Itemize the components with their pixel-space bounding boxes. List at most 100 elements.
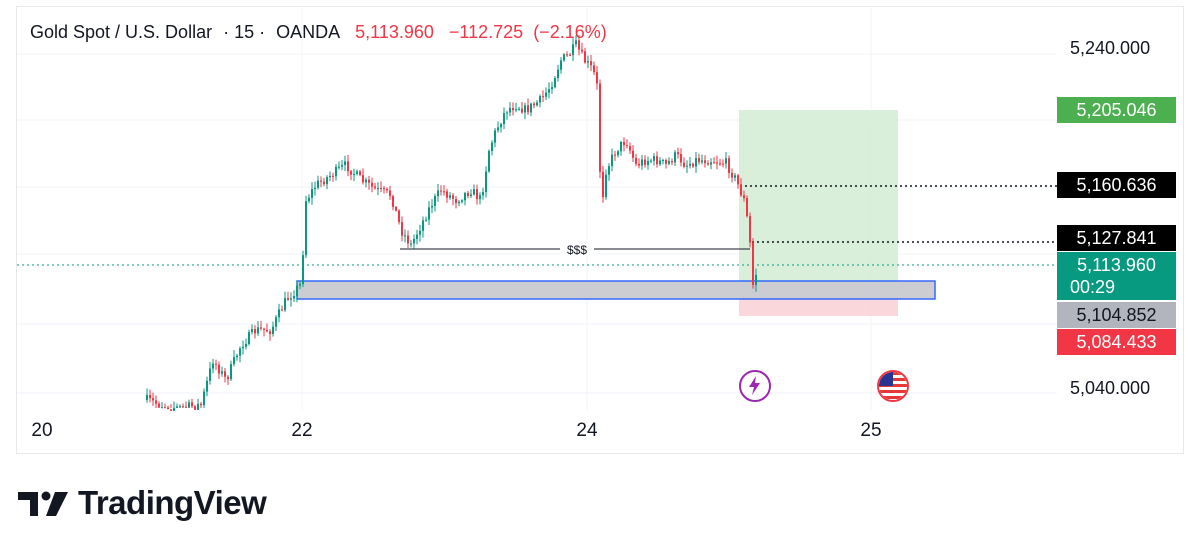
candle-body [146,395,148,400]
candle-body [515,109,517,111]
candle-body [539,96,541,103]
candle-body [440,190,442,192]
candle-body [506,112,508,114]
candle-body [494,130,496,143]
candle-body [158,403,160,408]
candle-body [404,235,406,237]
candle-body [209,368,211,381]
candle-body [614,154,616,156]
candle-body [461,200,463,202]
candles-layer [146,35,757,411]
take-profit-label[interactable]: 5,205.046 [1057,97,1176,123]
candle-body [227,376,229,380]
candle-body [671,161,673,163]
candle-body [407,235,409,244]
symbol-header[interactable]: Gold Spot / U.S. Dollar · 15 · OANDA 5,1… [30,22,617,43]
candle-body [398,210,400,223]
candle-body [695,158,697,167]
candle-body [305,201,307,256]
candle-body [401,222,403,236]
candle-body [164,407,166,409]
candle-body [395,206,397,211]
demand-zone-box[interactable] [296,280,936,300]
candle-body [350,171,352,175]
candle-body [734,175,736,178]
candle-body [287,298,289,300]
candle-body [728,158,730,173]
candle-body [353,174,355,176]
candle-body [548,89,550,93]
candle-body [683,162,685,167]
us-flag-icon[interactable] [877,370,909,402]
candle-body [383,188,385,190]
candle-body [689,163,691,166]
candle-body [590,61,592,66]
candle-body [416,234,418,239]
candle-body [698,158,700,163]
candle-body [323,181,325,185]
candle-body [749,216,751,243]
candle-body [740,184,742,196]
candle-body [482,192,484,196]
current-price-value: 5,113.960 [1077,255,1156,275]
candle-body [530,103,532,113]
profit-zone[interactable] [739,110,898,281]
time-tick-24: 24 [576,420,598,441]
candle-body [443,191,445,193]
candle-body [488,150,490,172]
candle-body [212,363,214,369]
candle-body [431,205,433,208]
candle-body [638,163,640,166]
candle-body [587,61,589,63]
candle-body [179,406,181,408]
stop-loss-label[interactable]: 5,084.433 [1057,329,1176,355]
candle-body [374,186,376,189]
candle-body [635,157,637,164]
chart-frame [16,6,1184,454]
candle-body [200,403,202,406]
candle-body [491,142,493,151]
candle-body [413,238,415,244]
candle-body [707,163,709,165]
candle-body [317,180,319,188]
bar-countdown: 00:29 [1070,277,1116,297]
candle-body [521,108,523,113]
candle-body [578,40,580,50]
candle-body [257,327,259,334]
candle-body [527,105,529,113]
candle-body [731,172,733,178]
candle-body [536,102,538,106]
level-mid-label[interactable]: 5,127.841 [1057,225,1176,251]
candle-body [206,380,208,392]
candle-body [278,309,280,318]
candle-body [176,406,178,408]
candle-body [296,285,298,296]
loss-zone[interactable] [739,298,898,316]
candle-body [611,154,613,167]
level-upper-label[interactable]: 5,160.636 [1057,172,1176,198]
candle-body [446,191,448,198]
exchange: OANDA [276,22,341,42]
candle-body [551,87,553,90]
candle-body [665,160,667,164]
entry-label[interactable]: 5,104.852 [1057,302,1176,328]
candle-body [584,51,586,63]
lightning-icon[interactable] [739,370,771,402]
candle-body [329,175,331,178]
candle-body [455,198,457,204]
tradingview-logo[interactable]: TradingView [18,484,267,522]
candle-body [458,201,460,204]
candle-body [347,161,349,172]
candle-body [332,175,334,177]
candle-body [314,187,316,190]
candle-body [467,192,469,196]
current-price-label[interactable]: 5,113.960 00:29 [1057,252,1176,300]
candle-body [719,163,721,165]
candle-body [599,83,601,172]
candle-body [224,371,226,377]
candle-body [155,400,157,404]
candle-body [518,108,520,110]
candle-body [269,331,271,335]
candle-body [338,166,340,168]
